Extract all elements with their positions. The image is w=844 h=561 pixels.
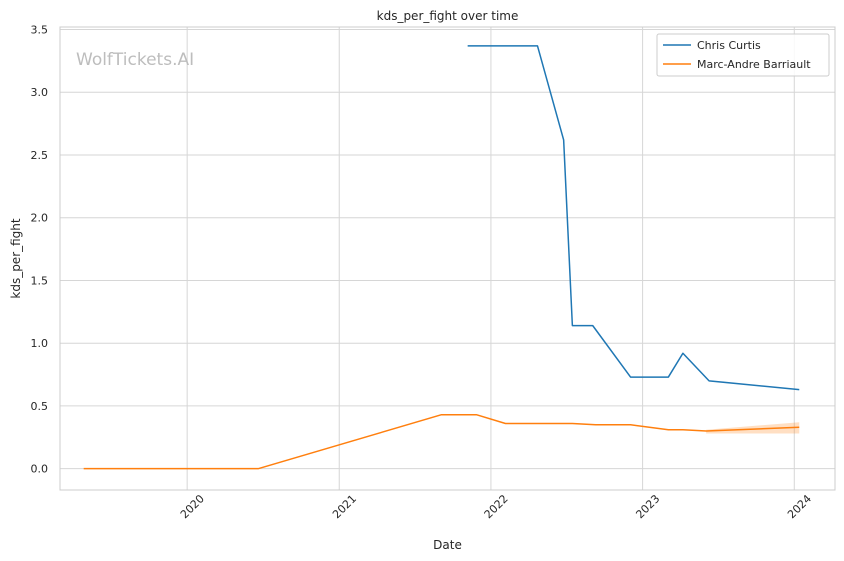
y-axis-label: kds_per_fight — [9, 218, 23, 299]
series-lines — [83, 45, 800, 470]
grid — [60, 27, 835, 490]
legend-label: Marc-Andre Barriault — [697, 58, 811, 71]
chart-title: kds_per_fight over time — [377, 9, 519, 23]
y-tick-label: 2.0 — [31, 212, 49, 225]
series-line — [467, 45, 800, 391]
legend: Chris Curtis Marc-Andre Barriault — [656, 33, 830, 77]
y-tick-label: 1.5 — [31, 274, 49, 287]
y-tick-label: 0.5 — [31, 400, 49, 413]
legend-box — [656, 33, 830, 77]
legend-label: Chris Curtis — [697, 39, 761, 52]
y-tick-label: 3.0 — [31, 86, 49, 99]
y-axis-ticks: 0.0 0.5 1.0 1.5 2.0 2.5 3.0 3.5 — [31, 24, 49, 476]
plot-frame — [59, 26, 836, 491]
series-line — [83, 413, 800, 470]
y-tick-label: 1.0 — [31, 337, 49, 350]
y-tick-label: 3.5 — [31, 24, 49, 37]
y-tick-label: 2.5 — [31, 149, 49, 162]
y-tick-label: 0.0 — [31, 463, 49, 476]
x-axis-label: Date — [433, 538, 462, 552]
watermark: WolfTickets.AI — [76, 50, 194, 70]
